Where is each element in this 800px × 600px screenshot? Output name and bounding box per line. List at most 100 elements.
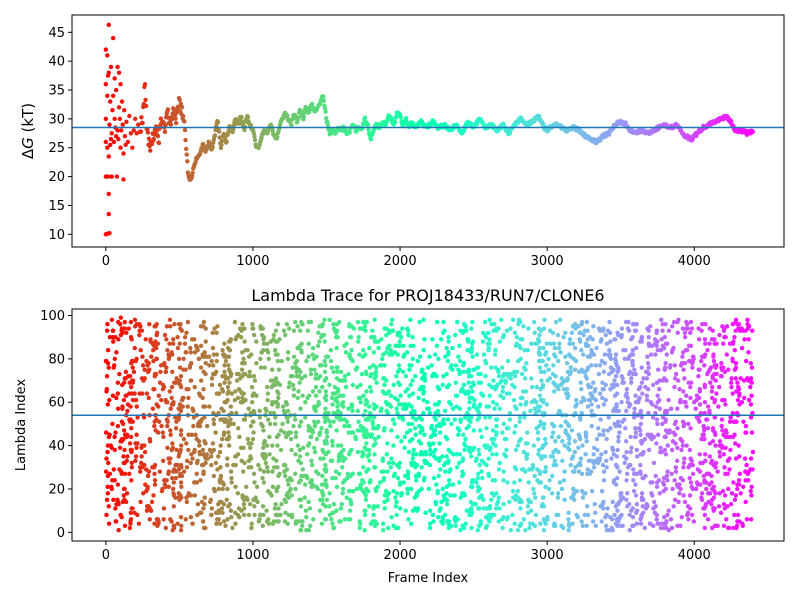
delta-g-point: [105, 53, 110, 58]
lambda-point: [217, 521, 223, 526]
lambda-point: [519, 499, 524, 505]
delta-g-axes-frame: [71, 14, 785, 248]
lambda-point: [176, 452, 182, 457]
lambda-point: [338, 443, 344, 448]
lambda-point: [628, 434, 633, 440]
lambda-point: [681, 367, 686, 372]
lambda-point: [319, 482, 325, 487]
lambda-point: [631, 415, 637, 420]
lambda-point: [663, 452, 669, 457]
lambda-trace-points: [103, 315, 756, 533]
lambda-point: [219, 387, 225, 392]
lambda-point: [541, 397, 546, 403]
lambda-point: [203, 326, 208, 331]
lambda-point: [601, 432, 606, 437]
lambda-point: [293, 452, 298, 457]
lambda-point: [159, 397, 164, 403]
delta-g-point: [182, 127, 188, 133]
lambda-point: [282, 473, 288, 479]
lambda-point: [249, 384, 255, 390]
lambda-point: [638, 384, 643, 390]
lambda-point: [454, 393, 460, 398]
lambda-point: [665, 443, 671, 448]
lambda-point: [223, 417, 228, 422]
lambda-point: [385, 497, 390, 503]
lambda-point: [534, 384, 540, 390]
lambda-point: [240, 361, 245, 366]
lambda-point: [713, 432, 718, 437]
lambda-point: [264, 443, 270, 448]
lambda-point: [519, 371, 525, 377]
lambda-point: [128, 510, 134, 516]
lambda-point: [560, 439, 565, 444]
lambda-point: [443, 460, 448, 466]
lambda-point: [189, 432, 195, 437]
lambda-point: [314, 436, 320, 442]
lambda-point: [115, 423, 121, 429]
lambda-point: [186, 493, 191, 498]
lambda-point: [363, 417, 369, 422]
lambda-point: [397, 415, 402, 420]
lambda-point: [398, 334, 404, 340]
lambda-point: [178, 428, 184, 433]
lambda-point: [251, 497, 256, 503]
lambda-trace-y-axis-label: Lambda Index: [14, 379, 29, 472]
y-tick-label: 35: [48, 84, 65, 99]
lambda-point: [672, 376, 678, 381]
lambda-point: [697, 402, 703, 407]
lambda-point: [324, 497, 330, 503]
lambda-point: [718, 374, 724, 379]
lambda-point: [419, 465, 424, 470]
lambda-point: [407, 439, 413, 444]
lambda-point: [282, 430, 287, 435]
lambda-point: [190, 406, 195, 411]
lambda-point: [628, 462, 633, 468]
lambda-point: [356, 339, 361, 344]
lambda-point: [132, 510, 137, 516]
lambda-point: [432, 402, 438, 407]
lambda-point: [619, 400, 624, 405]
lambda-point: [457, 428, 462, 433]
lambda-point: [446, 525, 452, 531]
lambda-point: [422, 376, 428, 381]
lambda-point: [530, 384, 535, 390]
lambda-point: [380, 456, 386, 461]
x-tick-label: 3000: [531, 254, 564, 269]
lambda-point: [322, 339, 327, 344]
lambda-point: [207, 363, 212, 368]
lambda-point: [447, 469, 452, 474]
lambda-point: [264, 465, 270, 470]
lambda-point: [451, 493, 456, 498]
lambda-point: [507, 410, 513, 416]
delta-g-point: [216, 129, 222, 134]
lambda-point: [156, 393, 162, 398]
lambda-point: [410, 415, 415, 420]
lambda-point: [128, 517, 134, 522]
lambda-point: [291, 354, 297, 359]
lambda-point: [301, 473, 307, 479]
lambda-point: [558, 382, 563, 388]
lambda-point: [372, 426, 378, 431]
lambda-point: [713, 365, 718, 370]
lambda-point: [274, 434, 280, 440]
lambda-point: [496, 519, 502, 524]
lambda-point: [309, 484, 315, 489]
lambda-point: [662, 434, 667, 440]
lambda-point: [111, 363, 117, 368]
lambda-point: [303, 508, 309, 513]
lambda-point: [173, 469, 179, 474]
lambda-point: [404, 430, 410, 435]
delta-g-point: [190, 170, 195, 176]
lambda-point: [232, 397, 238, 403]
lambda-point: [638, 421, 644, 427]
lambda-point: [334, 484, 340, 489]
lambda-point: [670, 486, 675, 492]
lambda-point: [118, 315, 124, 320]
lambda-point: [313, 393, 319, 398]
lambda-point: [240, 493, 245, 498]
lambda-point: [337, 378, 343, 383]
lambda-point: [719, 423, 724, 429]
lambda-point: [482, 332, 488, 338]
lambda-point: [446, 521, 451, 526]
lambda-point: [307, 506, 313, 511]
